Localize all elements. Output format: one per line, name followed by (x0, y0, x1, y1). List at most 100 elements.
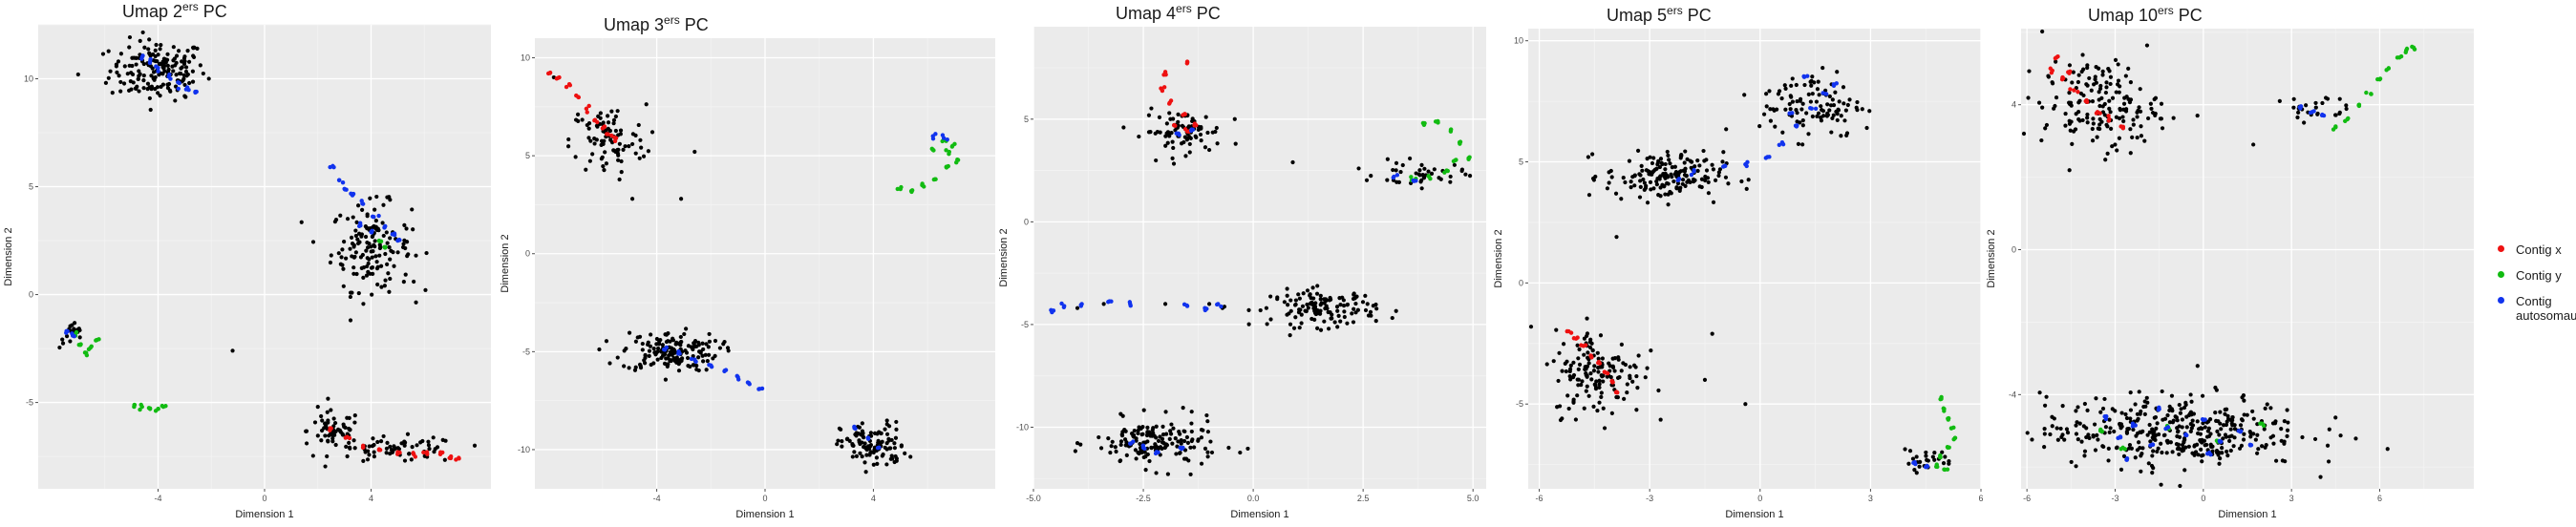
point-y (949, 144, 955, 149)
point (1657, 175, 1662, 179)
point (155, 59, 160, 64)
point (2208, 432, 2213, 436)
point (1233, 141, 1238, 146)
point (347, 440, 351, 445)
point (60, 341, 66, 346)
point (652, 350, 657, 355)
point-autosomaux (167, 72, 172, 77)
point (1420, 173, 1425, 178)
point (171, 45, 176, 50)
point-autosomaux (1744, 163, 1749, 169)
point (679, 197, 684, 201)
point (616, 133, 621, 137)
point-autosomaux (1051, 308, 1056, 313)
point (2167, 420, 2173, 425)
point (1638, 184, 1643, 189)
point (2285, 408, 2289, 412)
point (1163, 143, 1168, 148)
point (389, 248, 394, 253)
point (1151, 431, 1156, 435)
point (1636, 353, 1641, 358)
point (1642, 187, 1647, 192)
point (656, 341, 661, 346)
point-autosomaux (349, 191, 353, 197)
point (2128, 97, 2134, 102)
point-y (138, 402, 143, 408)
point (1632, 183, 1637, 188)
point (141, 61, 146, 67)
point (1683, 149, 1688, 154)
point (2118, 421, 2122, 427)
point-autosomaux (1767, 155, 1772, 159)
point-y (2369, 92, 2374, 96)
x-tick-label: -3 (1646, 494, 1653, 503)
point (2196, 453, 2201, 457)
point (2217, 432, 2222, 437)
point (2153, 437, 2158, 442)
point (371, 271, 375, 276)
point (1668, 189, 1672, 195)
point (1152, 445, 1157, 450)
point (1761, 112, 1767, 116)
point (2200, 459, 2204, 464)
point (1075, 441, 1080, 446)
point (1232, 116, 1237, 121)
point (147, 37, 152, 42)
point (1157, 115, 1162, 119)
point (1309, 301, 1313, 306)
point (1118, 442, 1123, 448)
point (2159, 441, 2163, 446)
point-x (328, 428, 332, 432)
point (2021, 131, 2027, 137)
point (1820, 65, 1825, 71)
point (127, 34, 133, 40)
point (1662, 183, 1667, 188)
point-autosomaux (2133, 423, 2138, 428)
point (330, 436, 335, 441)
point (880, 439, 884, 444)
point (2223, 407, 2227, 412)
x-axis-label: Dimension 1 (1725, 509, 1783, 520)
point (2116, 62, 2120, 67)
point (1841, 85, 1846, 90)
point (1711, 167, 1716, 172)
point (2030, 437, 2034, 442)
point (2228, 417, 2233, 423)
point (2313, 105, 2318, 110)
point-y (1467, 155, 1472, 159)
point (2325, 443, 2331, 448)
point (329, 408, 333, 412)
point (2229, 421, 2234, 426)
point (1459, 168, 1464, 174)
point (1623, 179, 1628, 185)
point (2204, 434, 2210, 439)
point (1642, 180, 1647, 185)
point (1275, 295, 1280, 300)
point (1150, 428, 1155, 432)
point (426, 439, 431, 444)
point-autosomaux (1831, 83, 1837, 88)
point (1671, 179, 1676, 184)
point (2218, 455, 2223, 461)
point (2170, 450, 2175, 454)
point (1334, 305, 1340, 309)
series-autosomaux (661, 132, 949, 451)
point-x (343, 435, 348, 440)
point-x (376, 447, 382, 452)
point (1638, 179, 1643, 183)
point (2118, 467, 2124, 472)
point (2184, 414, 2189, 419)
point (1947, 461, 1951, 466)
x-axis-label: Dimension 1 (235, 509, 293, 520)
point (1610, 364, 1615, 369)
point (2076, 110, 2081, 115)
point (1605, 374, 1609, 379)
point (383, 251, 388, 257)
point (2145, 432, 2150, 437)
point (1310, 285, 1315, 290)
point (622, 364, 627, 369)
point (1141, 454, 1146, 460)
point (299, 220, 304, 224)
point (707, 331, 712, 337)
point (1315, 284, 1320, 288)
